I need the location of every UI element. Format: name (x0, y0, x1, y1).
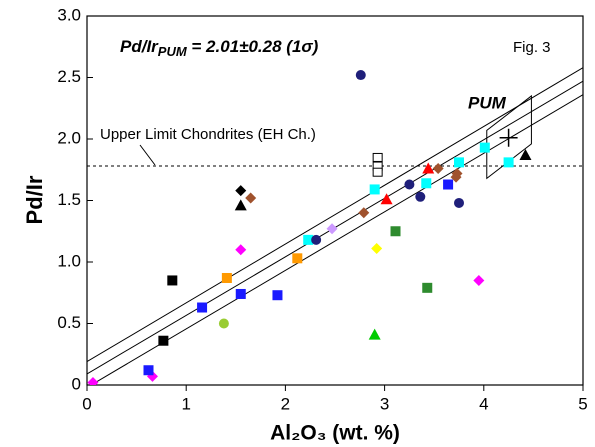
point (372, 167, 383, 177)
annotation-sub: PUM (158, 44, 188, 59)
x-tick-label: 1 (181, 394, 190, 413)
point (454, 157, 464, 168)
x-tick-label: 0 (82, 394, 91, 413)
point (499, 128, 518, 147)
y-tick-label: 3.0 (57, 5, 81, 24)
point (503, 157, 514, 168)
point (303, 234, 314, 245)
point (292, 253, 303, 264)
point (197, 302, 208, 313)
point (235, 244, 247, 256)
fit-line (87, 67, 583, 363)
point (355, 70, 366, 81)
point (218, 318, 229, 329)
annotation: Pd/IrPUM = 2.01±0.28 (1σ) (120, 37, 319, 59)
point (369, 184, 380, 195)
point (235, 185, 247, 197)
point (311, 234, 322, 245)
y-tick-label: 2.0 (57, 128, 81, 147)
point (87, 377, 99, 385)
fit-line (90, 94, 583, 385)
leader-line (139, 144, 156, 166)
point (390, 226, 401, 237)
point (432, 163, 444, 175)
point (235, 288, 246, 299)
y-tick-label: 1.5 (57, 190, 81, 209)
x-axis-label: Al₂O₃ (wt. %) (270, 422, 400, 445)
annotation-text: Pd/Ir (120, 37, 159, 56)
annotation-rest: = 2.01±0.28 (1σ) (187, 37, 319, 56)
point (143, 365, 154, 376)
y-tick-label: 2.5 (57, 67, 81, 86)
point (221, 272, 232, 283)
pum-label: PUM (468, 93, 507, 112)
plot-frame (86, 15, 584, 386)
point (234, 199, 247, 211)
y-axis-label: Pd/Ir (22, 175, 47, 224)
point (421, 178, 432, 189)
point (358, 207, 370, 219)
point (443, 179, 454, 190)
x-tick-label: 3 (380, 394, 389, 413)
point (368, 328, 381, 340)
hline-label: Upper Limit Chondrites (EH Ch.) (100, 126, 316, 143)
point (404, 179, 415, 190)
point (372, 152, 383, 162)
point (272, 290, 283, 301)
x-tick-label: 4 (479, 394, 488, 413)
point (422, 162, 435, 174)
point (451, 167, 463, 179)
x-tick-label: 5 (578, 394, 587, 413)
plot-area (87, 67, 583, 385)
point (473, 274, 485, 286)
point (519, 148, 532, 160)
point (245, 192, 257, 204)
fig-label: Fig. 3 (513, 39, 551, 56)
point (371, 242, 383, 254)
point (167, 275, 178, 286)
point (158, 335, 169, 346)
point (326, 223, 338, 235)
point (479, 142, 490, 153)
point (422, 282, 433, 293)
x-tick-label: 2 (281, 394, 290, 413)
point (415, 191, 426, 202)
y-tick-label: 1.0 (57, 251, 81, 270)
point (380, 193, 393, 205)
y-tick-label: 0 (72, 374, 81, 393)
point (454, 197, 464, 208)
y-tick-label: 0.5 (57, 313, 81, 332)
